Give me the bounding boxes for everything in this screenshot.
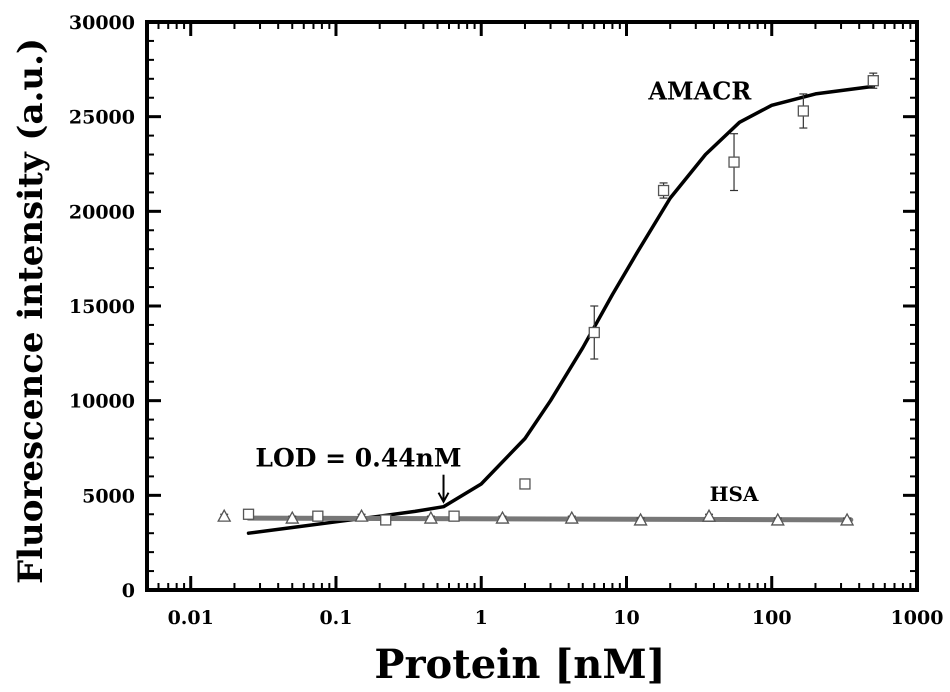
- hsa-point: [285, 510, 300, 524]
- lod-label: LOD = 0.44nM: [255, 444, 461, 473]
- hsa-point: [564, 510, 579, 524]
- hsa-fit-line: [246, 515, 854, 523]
- y-tick-label: 10000: [69, 391, 135, 413]
- y-tick-label: 5000: [82, 485, 135, 507]
- amacr-point: [728, 156, 740, 168]
- x-axis-title: Protein [nM]: [374, 641, 665, 688]
- ticks: [146, 20, 919, 592]
- hsa-point: [839, 512, 855, 526]
- data-points: [217, 72, 879, 526]
- y-tick-label: 30000: [69, 12, 135, 34]
- annotations: LOD = 0.44nM AMACR HSA: [255, 77, 759, 506]
- hsa-point: [495, 510, 510, 524]
- x-tick-label: 1000: [891, 607, 944, 629]
- amacr-point: [242, 508, 255, 520]
- x-tick-label: 100: [752, 607, 792, 629]
- amacr-point: [448, 510, 460, 522]
- tick-labels: 0 5000 10000 15000 20000 25000 30000 0.01 0.1 1 10…: [69, 12, 944, 629]
- amacr-point: [588, 326, 600, 339]
- hsa-point: [354, 508, 369, 522]
- hsa-point: [701, 508, 717, 522]
- amacr-point: [797, 105, 809, 117]
- y-axis-title: Fluorescence intensity (a.u.): [11, 38, 51, 584]
- hsa-point: [423, 510, 438, 524]
- lod-arrow-head: [437, 492, 450, 504]
- fit-lines: [246, 84, 876, 535]
- hsa-point: [633, 512, 648, 526]
- x-tick-label: 0.01: [168, 607, 214, 629]
- x-tick-label: 1: [475, 607, 488, 629]
- amacr-point: [312, 510, 324, 522]
- amacr-label: AMACR: [647, 77, 752, 106]
- hsa-point: [770, 512, 785, 526]
- amacr-point: [380, 514, 392, 526]
- x-tick-label: 10: [613, 607, 639, 629]
- y-tick-label: 0: [122, 580, 135, 602]
- amacr-point: [867, 75, 879, 87]
- x-tick-label: 0.1: [319, 607, 352, 629]
- hsa-label: HSA: [710, 482, 759, 506]
- amacr-point: [657, 184, 670, 197]
- y-tick-label: 15000: [69, 296, 135, 318]
- y-tick-label: 25000: [69, 107, 135, 129]
- amacr-point: [519, 478, 531, 490]
- y-tick-label: 20000: [69, 201, 135, 223]
- hsa-point: [217, 508, 232, 522]
